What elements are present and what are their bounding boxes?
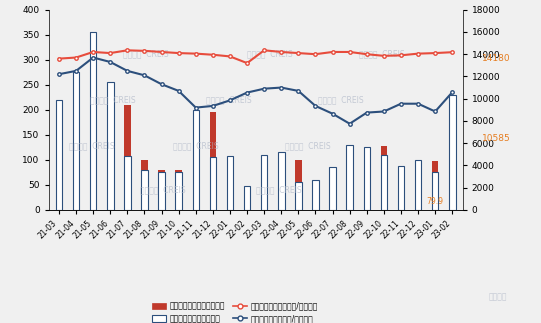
Text: 79.9: 79.9 xyxy=(427,197,444,206)
Text: 中指数据: 中指数据 xyxy=(489,293,507,302)
Text: 中指数据  CREIS: 中指数据 CREIS xyxy=(247,49,293,58)
Bar xyxy=(56,117,62,210)
Bar xyxy=(329,186,336,210)
Text: 14180: 14180 xyxy=(481,54,510,63)
Bar xyxy=(261,185,267,210)
Text: 中指数据  CREIS: 中指数据 CREIS xyxy=(123,49,169,58)
Legend: 商品住宅销售面积（万方）, 商品房销售面积（万方）, 商品住宅销售价格（元/平方米）, 商品房销售价格（元/平方米）: 商品住宅销售面积（万方）, 商品房销售面积（万方）, 商品住宅销售价格（元/平方… xyxy=(149,298,321,323)
Bar xyxy=(209,157,216,210)
Bar xyxy=(432,161,438,210)
Text: 中指数据  CREIS: 中指数据 CREIS xyxy=(359,49,405,58)
Bar xyxy=(227,160,233,210)
Bar xyxy=(124,105,130,210)
Bar xyxy=(329,167,336,210)
Bar xyxy=(295,182,302,210)
Bar xyxy=(432,172,438,210)
Bar xyxy=(209,112,216,210)
Bar xyxy=(124,156,130,210)
Bar xyxy=(449,146,456,210)
Bar xyxy=(141,160,148,210)
Bar xyxy=(56,100,62,210)
Text: 中指数据  CREIS: 中指数据 CREIS xyxy=(318,95,364,104)
Bar xyxy=(381,155,387,210)
Bar xyxy=(278,152,285,210)
Bar xyxy=(415,187,421,210)
Text: 10585: 10585 xyxy=(481,134,510,143)
Bar xyxy=(261,155,267,210)
Bar xyxy=(193,110,199,210)
Text: 中指数据  CREIS: 中指数据 CREIS xyxy=(206,95,252,104)
Bar xyxy=(90,32,96,210)
Bar xyxy=(73,95,80,210)
Bar xyxy=(364,168,370,210)
Bar xyxy=(381,146,387,210)
Bar xyxy=(312,183,319,210)
Text: 中指数据  CREIS: 中指数据 CREIS xyxy=(255,185,301,194)
Bar xyxy=(449,95,456,210)
Bar xyxy=(364,147,370,210)
Bar xyxy=(159,170,165,210)
Bar xyxy=(278,180,285,210)
Bar xyxy=(193,132,199,210)
Bar xyxy=(90,32,96,210)
Bar xyxy=(107,82,114,210)
Bar xyxy=(312,180,319,210)
Text: 中指数据  CREIS: 中指数据 CREIS xyxy=(90,95,136,104)
Bar xyxy=(141,170,148,210)
Bar xyxy=(244,186,250,210)
Text: 中指数据  CREIS: 中指数据 CREIS xyxy=(285,141,330,151)
Bar xyxy=(159,172,165,210)
Text: 中指数据  CREIS: 中指数据 CREIS xyxy=(173,141,219,151)
Bar xyxy=(227,156,233,210)
Bar xyxy=(244,187,250,210)
Bar xyxy=(415,160,421,210)
Bar xyxy=(175,170,182,210)
Bar xyxy=(73,72,80,210)
Bar xyxy=(398,166,404,210)
Bar xyxy=(398,196,404,210)
Bar xyxy=(175,172,182,210)
Text: 中指数据  CREIS: 中指数据 CREIS xyxy=(69,141,115,151)
Bar xyxy=(346,166,353,210)
Bar xyxy=(107,102,114,210)
Bar xyxy=(346,145,353,210)
Bar xyxy=(295,160,302,210)
Text: 中指数据  CREIS: 中指数据 CREIS xyxy=(140,185,186,194)
